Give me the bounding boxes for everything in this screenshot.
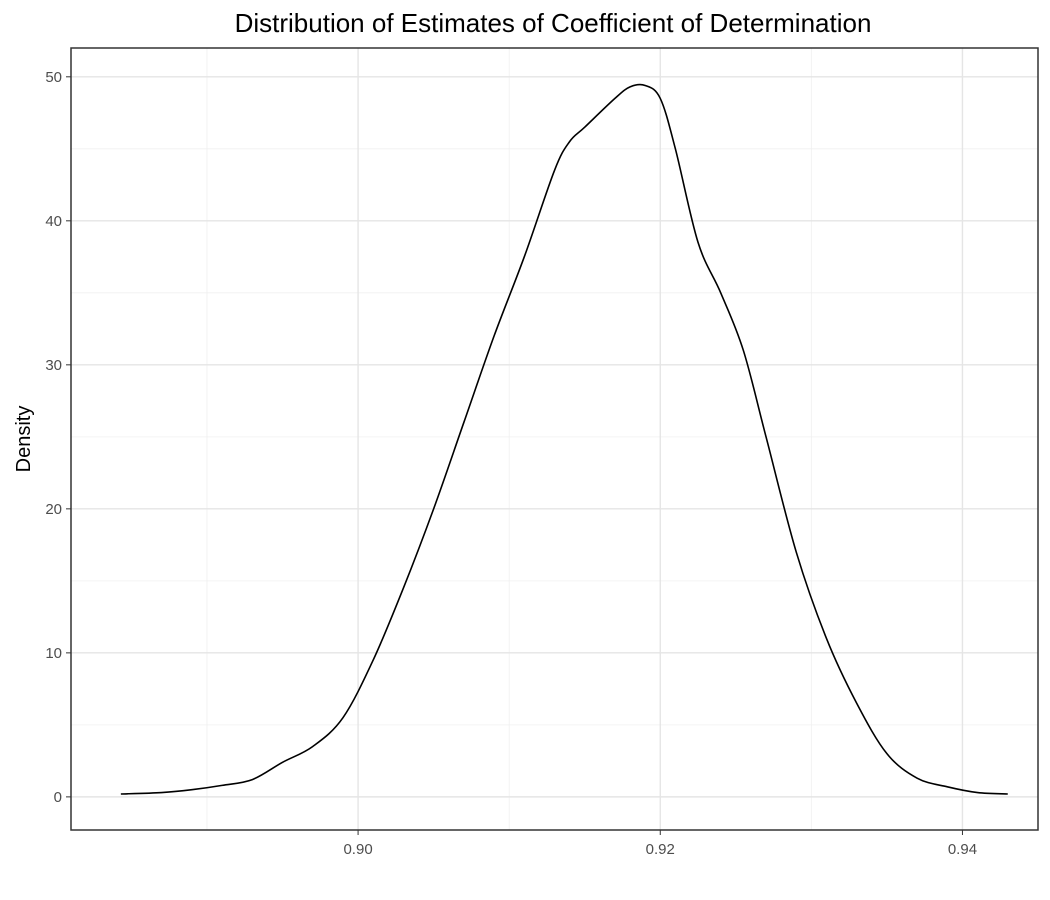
y-axis-label: Density	[13, 406, 35, 473]
density-curve	[120, 83, 1008, 795]
y-tick-label: 50	[45, 69, 62, 86]
y-tick-label: 30	[45, 357, 62, 374]
y-tick-label: 0	[54, 789, 62, 806]
data-layer	[120, 83, 1008, 795]
panel-border	[70, 47, 1039, 831]
y-tick-label: 20	[45, 501, 62, 518]
grid-lines	[71, 48, 1038, 830]
x-tick-label: 0.90	[343, 841, 372, 858]
x-tick-label: 0.92	[646, 841, 675, 858]
axes: 0.90 0.92 0.94 0 10 20 30 40 50	[45, 69, 977, 858]
y-tick-label: 10	[45, 645, 62, 662]
chart-title: Distribution of Estimates of Coefficient…	[235, 8, 872, 38]
x-tick-label: 0.94	[948, 841, 977, 858]
y-tick-label: 40	[45, 213, 62, 230]
